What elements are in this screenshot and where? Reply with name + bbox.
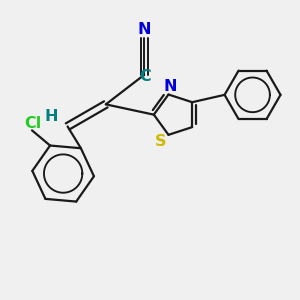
Text: N: N [163,79,177,94]
Text: S: S [154,134,166,149]
Text: Cl: Cl [24,116,41,131]
Text: C: C [139,69,151,84]
Text: H: H [45,109,58,124]
Text: N: N [137,22,151,37]
